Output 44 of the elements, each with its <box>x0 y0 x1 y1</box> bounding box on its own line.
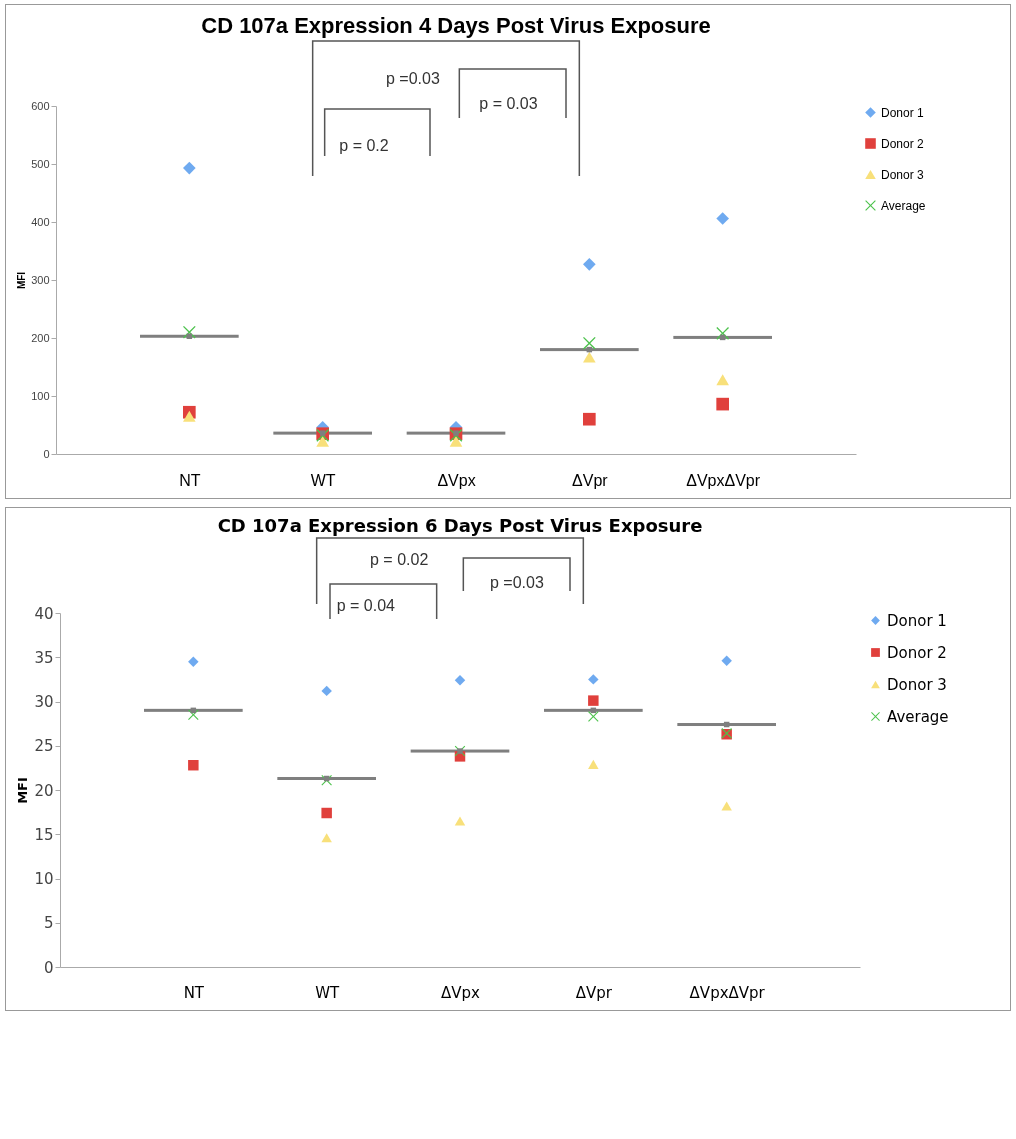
legend-label: Donor 3 <box>887 675 947 694</box>
y-tick-label: 35 <box>34 648 54 667</box>
y-tick-label: 100 <box>31 389 50 402</box>
y-tick-label: 600 <box>31 99 50 112</box>
x-tick-label: WT <box>310 471 336 489</box>
text: p =0.03 <box>490 574 544 591</box>
legend-label: Average <box>887 707 949 726</box>
y-tick-label: 15 <box>34 825 54 844</box>
annotation: p = 0.2 <box>339 137 389 154</box>
x-tick-label: NT <box>183 983 205 1002</box>
text: p =0.03 <box>386 70 440 87</box>
legend-label: Donor 2 <box>881 136 925 151</box>
y-tick-label: 20 <box>34 781 54 800</box>
y-tick-label: 400 <box>31 215 50 228</box>
annotation: p = 0.03 <box>479 95 538 112</box>
x-tick-label: ΔVpx <box>437 471 476 489</box>
y-tick-label: 30 <box>34 693 54 711</box>
y-tick-label: 300 <box>31 273 50 286</box>
x-tick-label: NT <box>179 471 201 489</box>
chart-title: CD 107a Expression 4 Days Post Virus Exposure <box>201 13 711 38</box>
legend-label: Average <box>881 198 926 213</box>
y-tick-label: 0 <box>43 447 50 460</box>
y-tick-label: 10 <box>34 870 54 888</box>
y-axis-title: MFI <box>16 271 28 290</box>
legend-label: Donor 1 <box>887 611 947 630</box>
x-tick-label: ΔVpx <box>441 983 481 1002</box>
y-tick-label: 40 <box>34 604 54 623</box>
y-tick-label: 25 <box>34 737 54 756</box>
legend-label: Donor 1 <box>881 105 925 120</box>
annotation: p = 0.04 <box>336 597 396 614</box>
text: p = 0.02 <box>370 551 429 568</box>
chart-title: CD 107a Expression 6 Days Post Virus Exposure <box>217 515 703 536</box>
x-tick-label: ΔVpxΔVpr <box>686 471 761 489</box>
y-axis-title: MFI <box>15 777 31 804</box>
legend-label: Donor 2 <box>887 643 947 662</box>
y-tick-label: 5 <box>43 914 54 933</box>
x-tick-label: ΔVpr <box>575 983 613 1002</box>
y-tick-label: 200 <box>31 331 50 344</box>
y-tick-label: 0 <box>43 958 54 977</box>
x-tick-label: ΔVpr <box>572 471 609 489</box>
legend-label: Donor 3 <box>881 167 925 182</box>
y-tick-label: 500 <box>31 157 50 170</box>
x-tick-label: ΔVpxΔVpr <box>689 983 766 1002</box>
x-tick-label: WT <box>315 983 340 1002</box>
